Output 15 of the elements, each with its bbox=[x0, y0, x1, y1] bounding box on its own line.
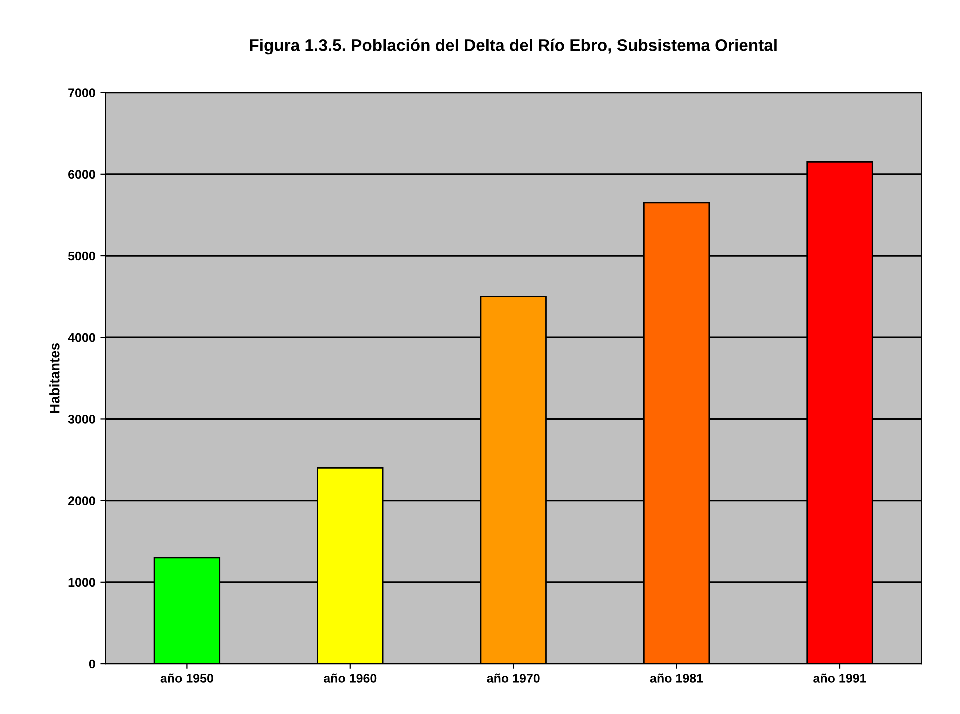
x-tick-label: año 1991 bbox=[814, 674, 866, 683]
y-tick-label: 4000 bbox=[68, 333, 96, 342]
x-tick-label: año 1970 bbox=[487, 674, 540, 683]
chart-title: Figura 1.3.5. Población del Delta del Río Ebro, Subsistema Oriental bbox=[250, 38, 777, 55]
y-tick-label: 7000 bbox=[68, 88, 96, 98]
y-tick-label: 5000 bbox=[68, 252, 96, 261]
y-tick-label: 2000 bbox=[68, 496, 96, 506]
x-tick-label: año 1950 bbox=[160, 674, 214, 683]
y-tick-label: 1000 bbox=[68, 578, 96, 588]
x-tick-label: año 1960 bbox=[324, 674, 377, 683]
y-tick-label: 0 bbox=[89, 660, 96, 669]
y-tick-label: 6000 bbox=[68, 170, 96, 180]
x-tick-label: año 1981 bbox=[650, 674, 704, 683]
y-tick-label: 3000 bbox=[68, 415, 96, 424]
y-axis-title: Habitantes bbox=[50, 343, 60, 413]
